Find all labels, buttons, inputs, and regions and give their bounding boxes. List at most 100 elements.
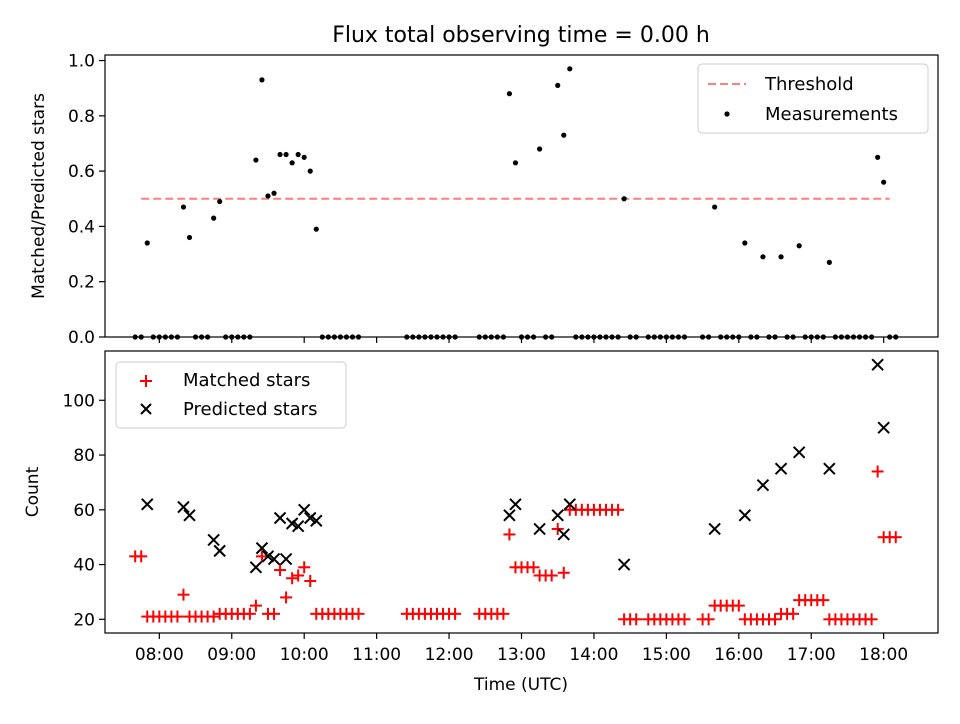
matched-star-point — [268, 607, 281, 620]
matched-star-point — [702, 613, 715, 626]
top-legend-box — [697, 63, 929, 134]
predicted-star-point — [823, 462, 836, 475]
predicted-stars-series — [141, 358, 890, 574]
top-y-tick-label: 0.6 — [68, 162, 95, 182]
measurement-point — [271, 190, 277, 196]
measurement-point — [512, 160, 519, 166]
matched-star-point — [255, 550, 268, 563]
predicted-marker-b — [617, 558, 631, 571]
matched-star-point — [243, 607, 256, 620]
predicted-star-point — [291, 520, 305, 533]
predicted-marker-b — [503, 509, 516, 522]
matched-star-point — [449, 607, 462, 620]
matched-star-point — [135, 550, 148, 563]
predicted-star-point — [141, 498, 154, 511]
predicted-star-point — [304, 511, 317, 525]
measurement-point — [289, 160, 295, 166]
measurement-point — [742, 240, 748, 246]
predicted-marker-b — [279, 552, 293, 566]
measurement-point — [295, 151, 301, 158]
measurement-point — [313, 226, 319, 232]
measurement-point — [301, 154, 307, 160]
predicted-marker-b — [207, 533, 220, 547]
measurement-point — [144, 240, 150, 246]
matched-star-point — [889, 531, 902, 544]
matched-star-point — [769, 613, 782, 626]
predicted-star-point — [310, 514, 323, 527]
predicted-star-point — [738, 509, 752, 522]
matched-star-point — [871, 465, 884, 478]
bottom-x-tick-label: 12:00 — [425, 645, 474, 665]
predicted-star-point — [503, 509, 516, 522]
predicted-star-point — [267, 552, 281, 566]
measurements-legend-label: Measurements — [765, 104, 898, 125]
measurement-point — [555, 82, 561, 89]
predicted-marker-b — [183, 509, 196, 522]
top-y-tick-label: 0.0 — [68, 328, 95, 348]
matched-star-point — [207, 610, 220, 623]
bottom-y-axis-label: Count — [23, 466, 43, 517]
bottom-x-tick-label: 15:00 — [642, 645, 691, 665]
predicted-marker-b — [285, 517, 299, 530]
predicted-marker-b — [141, 498, 154, 511]
bottom-x-tick-label: 18:00 — [859, 645, 908, 665]
matched-star-point — [177, 588, 190, 601]
measurement-point — [180, 204, 187, 210]
matched-star-point — [732, 599, 745, 612]
predicted-star-point — [273, 511, 287, 525]
top-chart-title: Flux total observing time = 0.00 h — [332, 23, 710, 48]
matched-star-point — [497, 607, 510, 620]
predicted-marker-b — [291, 520, 305, 533]
matched-legend-label: Matched stars — [183, 370, 310, 391]
predicted-marker-b — [563, 498, 576, 511]
predicted-marker-b — [249, 561, 263, 574]
predicted-star-point — [563, 498, 576, 511]
predicted-marker-b — [267, 552, 281, 566]
measurement-point — [826, 259, 832, 265]
measurement-point — [778, 254, 784, 260]
matched-star-point — [865, 613, 878, 626]
bottom-x-tick-label: 09:00 — [207, 645, 256, 665]
predicted-star-point — [297, 503, 311, 517]
predicted-star-point — [877, 421, 890, 434]
predicted-marker-b — [213, 544, 226, 558]
measurement-point — [217, 198, 223, 205]
measurement-point — [796, 243, 802, 249]
predicted-marker-b — [756, 478, 770, 492]
bottom-y-tick-label: 60 — [73, 501, 95, 521]
predicted-star-point — [557, 528, 570, 541]
predicted-star-point — [177, 500, 190, 514]
predicted-marker-b — [255, 541, 269, 555]
matched-star-point — [171, 610, 184, 623]
matched-star-point — [503, 528, 516, 541]
matched-star-point — [286, 572, 299, 585]
measurement-point — [561, 132, 567, 138]
top-y-ticks: 0.0 0.2 0.4 0.6 0.8 1.0 — [68, 52, 105, 348]
predicted-star-point — [255, 541, 269, 555]
predicted-marker-b — [533, 522, 546, 536]
predicted-star-point — [213, 544, 226, 558]
bottom-x-tick-label: 11:00 — [352, 645, 401, 665]
matched-star-point — [612, 503, 625, 516]
measurement-point — [567, 66, 573, 72]
top-y-axis-label: Matched/Predicted stars — [29, 93, 49, 299]
predicted-marker-b — [738, 509, 752, 522]
top-legend: Threshold Measurements — [697, 63, 929, 134]
predicted-marker-b — [877, 421, 890, 434]
measurement-point — [211, 215, 217, 221]
predicted-marker-b — [774, 462, 788, 475]
measurement-point — [259, 77, 265, 83]
matched-legend-swatch — [140, 375, 152, 387]
measurement-point — [277, 151, 283, 158]
measurement-point — [253, 157, 259, 163]
bottom-x-tick-label: 17:00 — [787, 645, 836, 665]
predicted-legend-label: Predicted stars — [183, 399, 317, 420]
predicted-marker-b — [871, 358, 884, 371]
measurement-point — [881, 179, 887, 185]
predicted-star-point — [871, 358, 884, 371]
predicted-marker-b — [177, 500, 190, 514]
bottom-legend-box — [115, 361, 347, 429]
predicted-marker-b — [792, 446, 806, 459]
predicted-marker-b — [297, 503, 311, 517]
predicted-star-point — [551, 509, 564, 522]
